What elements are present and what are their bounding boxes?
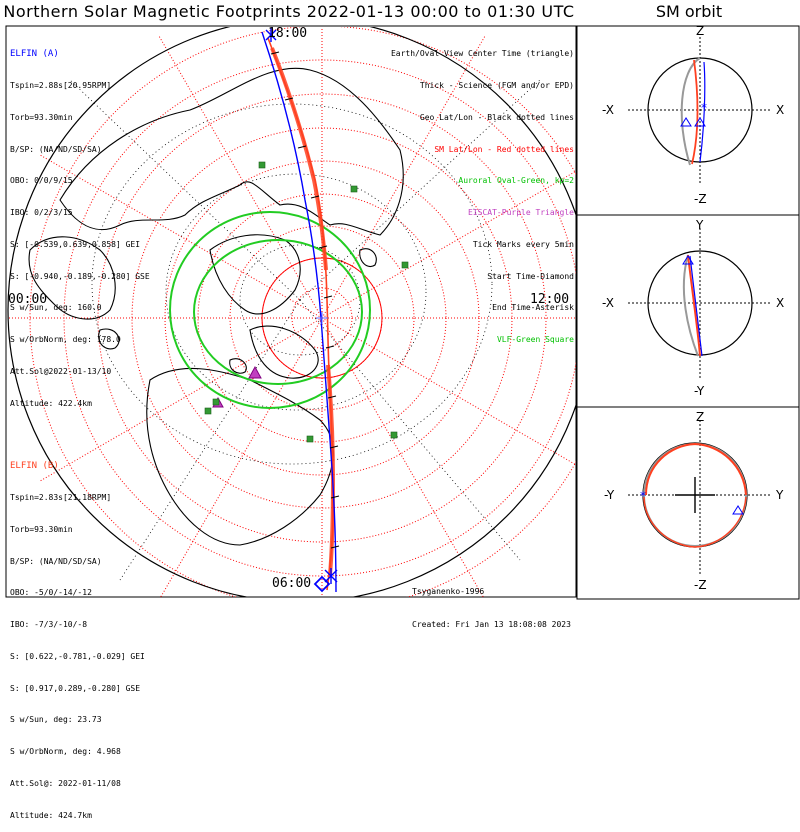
orbit-xz-top-label: Z [696, 24, 705, 38]
elfin-b-line: Altitude: 424.7km [10, 810, 92, 820]
elfin-a-line: Torb=93.30min [10, 112, 73, 122]
orbit-xy-top-label: Y [696, 218, 704, 232]
elfin-a-line: OBO: 0/0/9/15 [10, 176, 73, 186]
elfin-b-line: S w/OrbNorm, deg: 4.968 [10, 747, 121, 757]
orbit-xy-right-label: X [776, 296, 785, 310]
svg-text:*: * [701, 101, 707, 115]
elfin-b-line: IBO: -7/3/-10/-8 [10, 620, 88, 630]
elfin-b-info: ELFIN (B) Tspin=2.83s[21.18RPM] Torb=93.… [10, 440, 145, 832]
footprint-map: * * [5, 25, 800, 600]
elfin-a-header: ELFIN (A) [10, 49, 59, 60]
elfin-b-line: S w/Sun, deg: 23.73 [10, 715, 102, 725]
orbit-yz-bottom-label: -Z [694, 578, 707, 592]
legend-item: Start Time-Diamond [487, 271, 574, 281]
auroral-oval [169, 211, 371, 409]
elfin-a-line: Altitude: 422.4km [10, 398, 92, 408]
eiscat-triangle [248, 365, 262, 379]
elfin-b-science-1 [270, 47, 328, 271]
start-diamond-a [313, 575, 331, 593]
orbit-yz-right-label: Y [776, 488, 784, 502]
elfin-b-line: Torb=93.30min [10, 524, 73, 534]
vlf-stations [204, 161, 409, 443]
svg-text:*: * [640, 489, 646, 503]
elfin-b-line: Tspin=2.83s[21.18RPM] [10, 492, 112, 502]
legend-item: Auroral Oval-Green, kp=2 [458, 176, 574, 186]
legend-item: VLF-Green Square [496, 335, 574, 345]
orbit-panel-xz: * [628, 37, 772, 184]
credits: Tsyganenko-1996 Created: Fri Jan 13 18:0… [412, 564, 571, 641]
elfin-b-line: S: [0.622,-0.781,-0.029] GEI [10, 651, 145, 661]
orbit-xy-left-label: -X [602, 296, 614, 310]
model-label: Tsyganenko-1996 [412, 587, 485, 596]
end-asterisk-a [265, 28, 277, 42]
elfin-a-line: IBO: 0/2/3/15 [10, 208, 73, 218]
orbit-xz-bottom-label: -Z [694, 192, 707, 206]
elfin-b-line: Att.Sol@: 2022-01-11/08 [10, 779, 121, 788]
legend-item: End Time-Asterisk [492, 303, 574, 313]
legend-item: Earth/Oval View Center Time (triangle) [390, 49, 574, 59]
map-frame [5, 25, 577, 598]
legend: Earth/Oval View Center Time (triangle) T… [391, 28, 574, 356]
time-label-bottom: 06:00 [272, 576, 312, 591]
orbit-xy-bottom-label: -Y [694, 384, 705, 398]
orbit-yz-left-label: -Y [604, 488, 615, 502]
elfin-a-line: S: [-0.539,0.639,0.858] GEI [10, 239, 141, 249]
orbit-xz-left-label: -X [602, 103, 614, 117]
legend-item: Geo Lat/Lon - Black dotted lines [419, 112, 574, 122]
earth-limb [7, 27, 576, 597]
orbit-xz-right-label: X [776, 103, 785, 117]
elfin-a-info: ELFIN (A) Tspin=2.88s[20.95RPM] Torb=93.… [10, 28, 150, 420]
elfin-b-line: S: [0.917,0.289,-0.280] GSE [10, 683, 141, 693]
end-asterisk-b [324, 568, 338, 584]
plot-title: Northern Solar Magnetic Footprints 2022-… [3, 2, 575, 21]
orbit-panel-yz: * [628, 420, 772, 576]
elfin-a-line: S: [-0.940,-0.189,-0.280] GSE [10, 271, 150, 281]
created-label: Created: Fri Jan 13 18:08:08 2023 [412, 620, 571, 629]
legend-item: SM Lat/Lon - Red dotted lines [434, 144, 574, 154]
track-tick-marks [270, 51, 340, 549]
time-label-top: 18:00 [268, 26, 308, 41]
elfin-a-line: Att.Sol@2022-01-13/10 [10, 367, 112, 376]
orbit-panel-xy [628, 228, 772, 380]
elfin-b-line: OBO: -5/0/-14/-12 [10, 588, 92, 598]
elfin-b-header: ELFIN (B) [10, 461, 59, 472]
legend-item: Thick - Science (FGM and/or EPD) [419, 80, 574, 90]
orbit-panel-title: SM orbit [655, 2, 723, 21]
time-label-left: 00:00 [8, 292, 48, 307]
elfin-b-track [267, 37, 334, 591]
orbit-panels: * * [576, 25, 800, 600]
elfin-a-line: S w/Sun, deg: 160.0 [10, 303, 102, 313]
elfin-b-line: B/SP: (NA/ND/SD/SA) [10, 556, 102, 566]
legend-item: Tick Marks every 5min [472, 239, 574, 249]
time-label-right: 12:00 [530, 292, 570, 307]
elfin-a-line: S w/OrbNorm, deg: 178.0 [10, 335, 121, 345]
orbit-yz-top-label: Z [696, 410, 705, 424]
elfin-a-line: Tspin=2.88s[20.95RPM] [10, 80, 112, 90]
elfin-a-line: B/SP: (NA/ND/SD/SA) [10, 144, 102, 154]
legend-item: EISCAT-Purple Triangle [468, 208, 574, 218]
sm-inner-circle [261, 257, 383, 379]
view-center-cross [316, 312, 328, 324]
